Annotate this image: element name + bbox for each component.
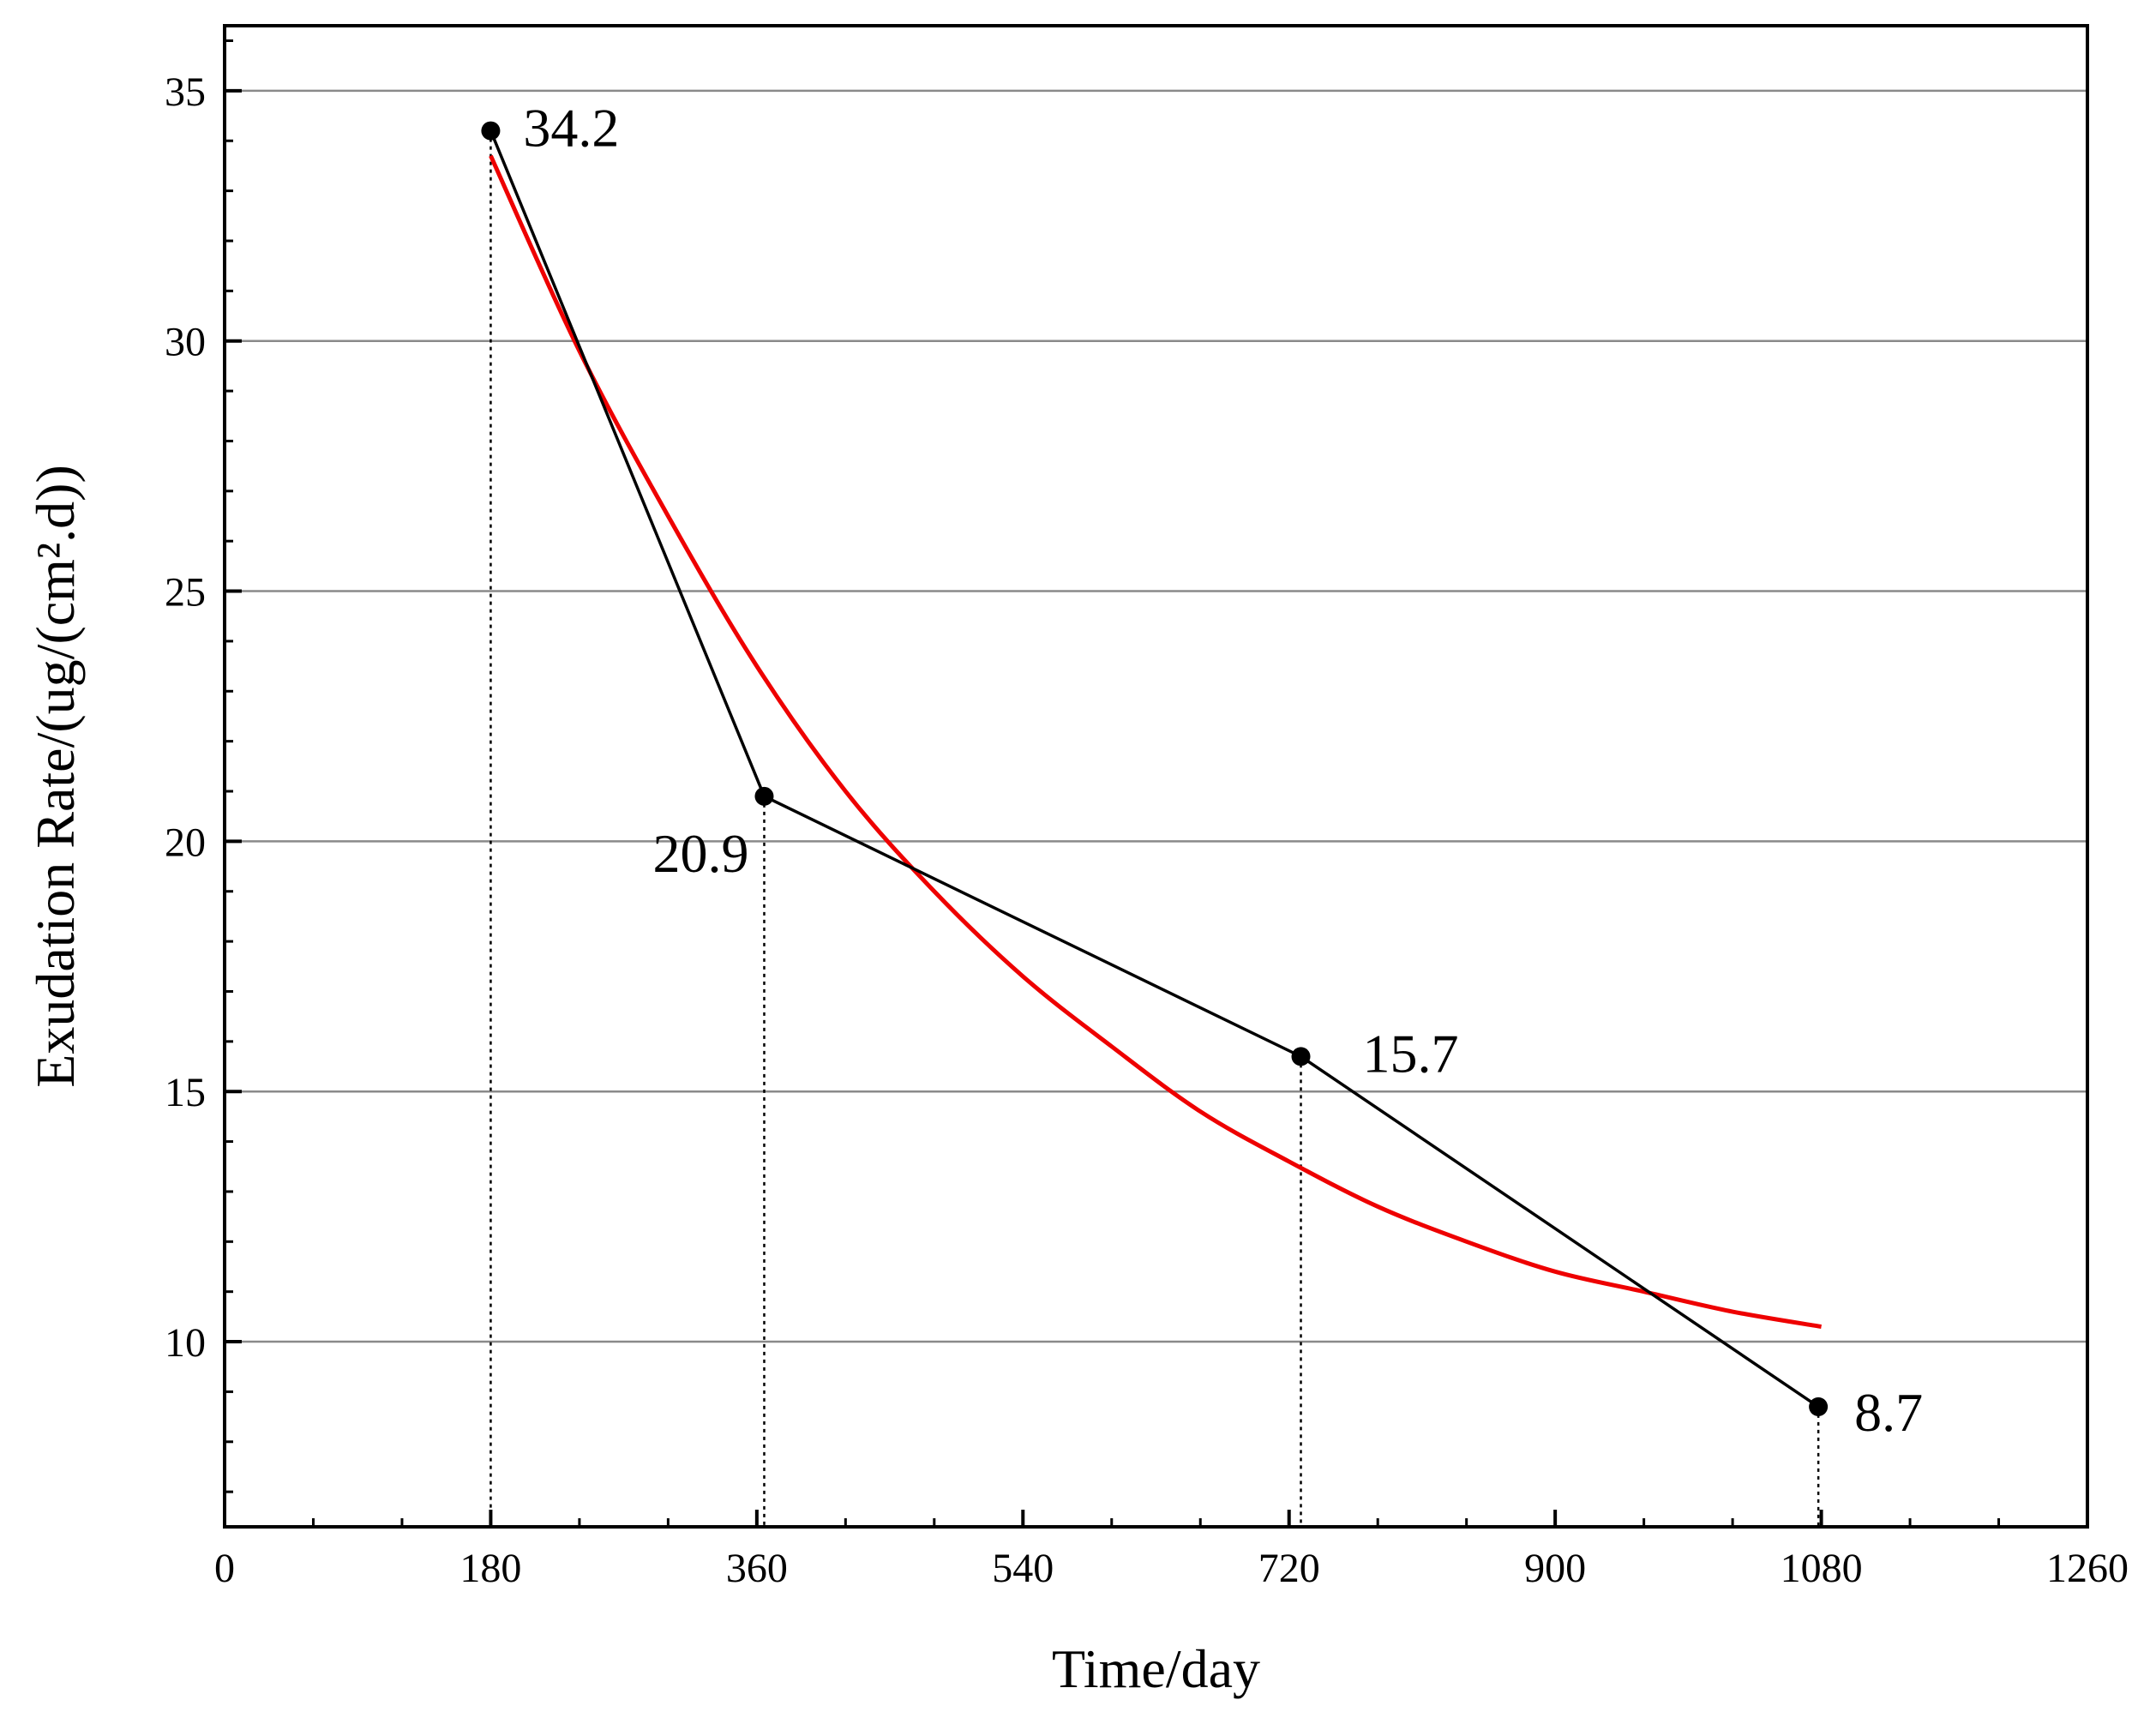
drop-lines (489, 130, 1820, 1527)
y-tick-label-25: 25 (165, 570, 206, 616)
x-tick-label-360: 360 (726, 1546, 788, 1591)
y-tick-label-35: 35 (165, 69, 206, 115)
series-lines (489, 129, 1822, 1409)
x-tick-label-720: 720 (1258, 1546, 1320, 1591)
data-label-0: 34.2 (523, 98, 619, 159)
x-tick-label-900: 900 (1524, 1546, 1586, 1591)
data-label-2: 15.7 (1363, 1023, 1459, 1084)
y-tick-label-20: 20 (165, 820, 206, 865)
fit-curve (489, 154, 1822, 1329)
tick-labels: 10 15 20 25 30 35 0 180 360 540 720 900 1080 1260 (165, 69, 2129, 1591)
grid-lines (225, 89, 2087, 1343)
y-tick-label-30: 30 (165, 320, 206, 365)
x-axis-label: Time/day (1052, 1638, 1260, 1699)
x-tick-label-1260: 1260 (2046, 1546, 2129, 1591)
data-point-0 (481, 121, 501, 141)
data-markers (481, 121, 1829, 1416)
y-tick-label-10: 10 (165, 1320, 206, 1366)
y-axis-label: Exudation Rate/(ug/(cm².d)) (25, 465, 86, 1088)
y-tick-label-15: 15 (165, 1070, 206, 1115)
x-tick-label-180: 180 (459, 1546, 521, 1591)
measured-line (489, 129, 1820, 1409)
axis-ticks (223, 39, 2089, 1527)
data-label-1: 20.9 (652, 823, 748, 884)
data-labels: 34.2 20.9 15.7 8.7 (523, 98, 1923, 1443)
data-point-3 (1809, 1397, 1829, 1416)
data-point-2 (1291, 1047, 1311, 1066)
x-tick-label-1080: 1080 (1781, 1546, 1863, 1591)
plot-frame (223, 24, 2089, 1529)
x-tick-label-0: 0 (214, 1546, 235, 1591)
data-label-3: 8.7 (1854, 1382, 1923, 1443)
data-point-1 (754, 786, 774, 806)
x-tick-label-540: 540 (992, 1546, 1054, 1591)
